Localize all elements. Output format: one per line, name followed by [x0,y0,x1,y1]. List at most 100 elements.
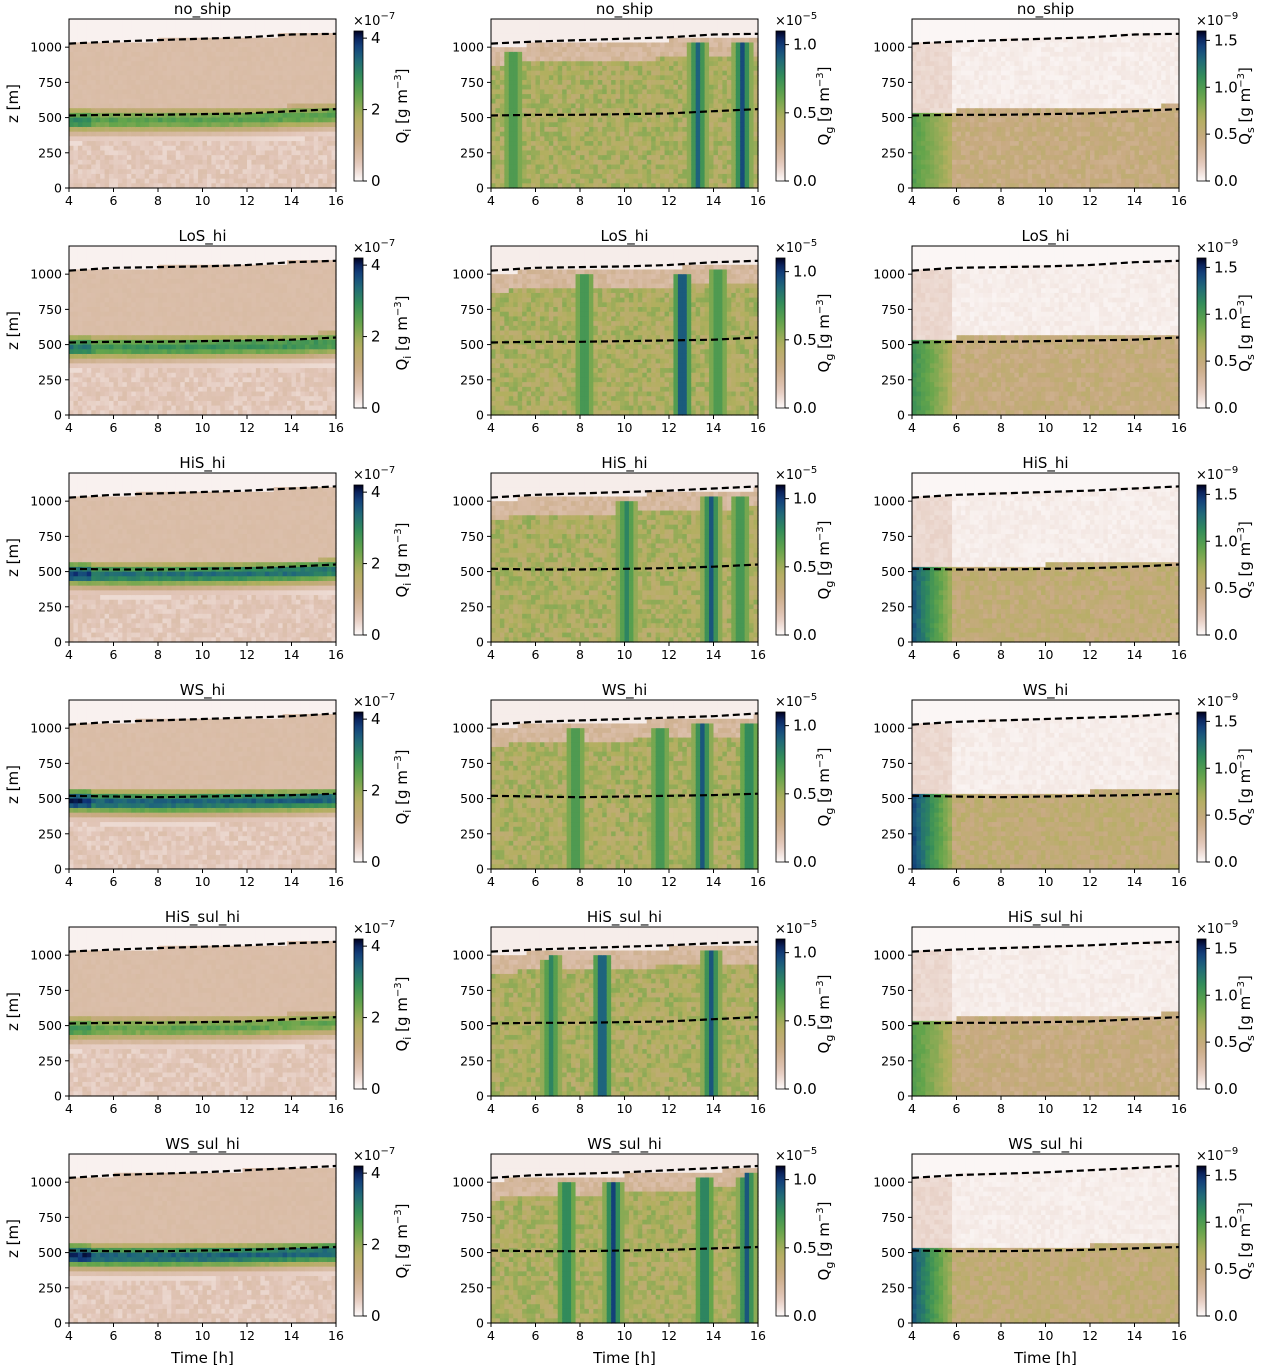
heatmap-cell [584,131,590,137]
heatmap-cell [215,56,221,62]
colorbar-tick-label: 0 [371,172,381,190]
heatmap-cell [117,103,123,109]
heatmap-cell [255,19,261,25]
heatmap-cell [700,112,706,119]
heatmap-cell [695,136,701,142]
heatmap-cell [229,150,235,156]
heatmap-cell [282,37,288,44]
heatmap-cell [153,51,159,58]
heatmap-cell [309,131,315,137]
heatmap-cell [753,169,759,175]
heatmap-cell [327,56,333,62]
heatmap-cell [956,117,962,123]
heatmap-cell [535,47,541,53]
heatmap-cell [978,19,984,25]
colorbar-label-sub: g [823,127,836,134]
heatmap-cell [104,169,110,175]
heatmap-cell [233,61,239,67]
heatmap-cell [291,117,297,123]
heatmap-cell [309,169,315,175]
heatmap-cell [122,19,128,25]
heatmap-cell [242,126,248,133]
heatmap-cell [171,89,177,95]
heatmap-cell [206,117,212,123]
heatmap-cell [117,169,123,175]
heatmap-cell [273,117,279,123]
heatmap-cell [158,56,164,62]
heatmap-cell [717,112,723,119]
heatmap-cell [91,173,97,180]
heatmap-cell [287,126,293,133]
heatmap-cell [251,61,257,67]
heatmap-cell [327,103,333,109]
heatmap-cell [969,51,975,58]
heatmap-cell [513,56,519,62]
heatmap-cell [522,169,528,175]
heatmap-cell [291,136,297,142]
panel-title: no_ship [596,0,653,19]
heatmap-cell [287,28,293,34]
heatmap-cell [180,94,186,100]
heatmap-cell [539,178,545,184]
heatmap-cell [553,178,559,184]
heatmap-cell [175,164,181,170]
heatmap-cell [655,84,661,91]
heatmap-cell [677,61,683,67]
heatmap-cell [704,103,710,109]
heatmap-cell [295,23,301,29]
heatmap-cell [557,136,563,142]
heatmap-cell [189,155,195,161]
heatmap-cell [202,103,208,109]
x-tick-label: 14 [284,193,300,208]
heatmap-cell [255,103,261,109]
heatmap-cell [704,131,710,137]
heatmap-cell [548,94,554,100]
heatmap-cell [158,47,164,53]
heatmap-cell [251,141,257,147]
heatmap-cell [691,89,697,95]
heatmap-cell [691,108,697,114]
heatmap-cell [291,178,297,184]
heatmap-cell [202,28,208,34]
heatmap-cell [952,94,958,100]
heatmap-cell [77,56,83,62]
heatmap-cell [677,155,683,161]
heatmap-cell [224,23,230,29]
heatmap-cell [744,94,750,100]
heatmap-cell [713,126,719,133]
heatmap-cell [740,28,746,34]
heatmap-cell [642,47,648,53]
heatmap-cell [109,126,115,133]
heatmap-cell [499,70,505,76]
heatmap-cell [215,98,221,105]
heatmap-cell [113,94,119,100]
heatmap-cell [309,80,315,86]
heatmap-cell [602,103,608,109]
heatmap-cell [960,94,966,100]
x-tick-label: 10 [617,193,633,208]
heatmap-cell [491,75,497,81]
heatmap-cell [611,136,617,142]
heatmap-cell [166,89,172,95]
heatmap-cell [300,23,306,29]
heatmap-cell [584,183,590,189]
heatmap-cell [934,33,940,39]
heatmap-cell [77,159,83,166]
heatmap-cell [278,37,284,44]
heatmap-cell [673,37,679,44]
heatmap-cell [571,84,577,91]
heatmap-cell [709,33,715,39]
heatmap-cell [920,28,926,34]
heatmap-cell [651,122,657,128]
heatmap-cell [593,141,599,147]
heatmap-cell [295,145,301,152]
heatmap-cell [318,47,324,53]
heatmap-cell [233,23,239,29]
heatmap-cell [318,117,324,123]
heatmap-cell [131,136,137,142]
colorbar-scale-factor: ×10−5 [775,11,817,29]
heatmap-cell [553,28,559,34]
heatmap-cell [517,103,523,109]
heatmap-cell [495,51,501,58]
heatmap-cell [304,98,310,105]
